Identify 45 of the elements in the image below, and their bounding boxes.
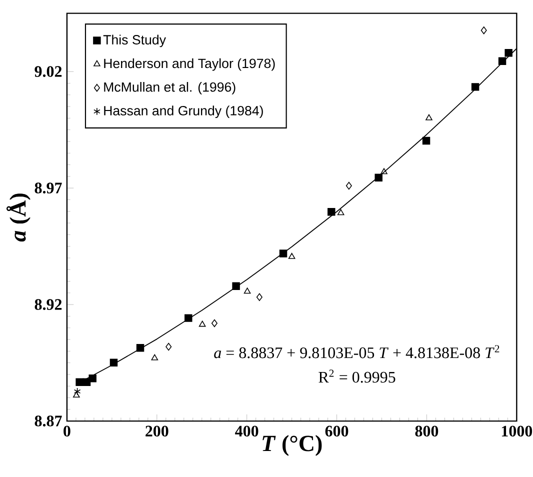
x-axis-title: T (°C) xyxy=(262,435,322,456)
point xyxy=(498,57,506,65)
x-tick-label: 200 xyxy=(146,426,168,437)
point xyxy=(166,342,172,351)
point xyxy=(471,83,480,91)
point xyxy=(288,252,296,259)
point xyxy=(184,314,192,322)
point xyxy=(374,174,382,182)
point xyxy=(73,392,80,398)
point xyxy=(76,378,84,386)
point xyxy=(110,358,118,366)
y-axis-title: a (Å) xyxy=(6,194,30,242)
point xyxy=(504,49,512,57)
point xyxy=(346,182,352,190)
point xyxy=(328,208,336,216)
legend-label: Henderson and Taylor (1978) xyxy=(104,58,275,71)
annotation: a = 8.8837 + 9.8103E-05 T + 4.8138E-08 T$^{2}$ xyxy=(214,345,500,358)
x-tick-label: 1000 xyxy=(502,426,532,437)
legend-label: This Study xyxy=(103,34,166,48)
point xyxy=(337,209,344,216)
point xyxy=(422,136,430,145)
y-tick-label: 9.02 xyxy=(34,66,62,77)
x-tick-label: 600 xyxy=(325,426,348,437)
x-tick-label: 400 xyxy=(235,426,258,437)
point xyxy=(88,374,96,382)
legend-label: McMullan et al. (1996) xyxy=(104,82,236,94)
point xyxy=(74,388,81,396)
y-tick-label: 8.87 xyxy=(34,416,62,426)
point xyxy=(426,114,432,120)
point xyxy=(211,319,218,328)
point xyxy=(198,320,206,327)
x-tick-label: 0 xyxy=(64,426,70,437)
y-tick-label: 8.97 xyxy=(34,182,62,194)
point xyxy=(232,282,240,290)
legend-label: Hassan and Grundy (1984) xyxy=(104,106,263,118)
point xyxy=(244,288,251,294)
y-tick-label: 8.92 xyxy=(34,299,62,310)
point xyxy=(279,250,288,258)
point xyxy=(480,26,487,34)
point xyxy=(256,293,262,301)
point xyxy=(380,168,388,174)
x-tick-label: 800 xyxy=(415,426,438,437)
annotation: R$^{2}$ = 0.9995 xyxy=(318,370,396,383)
point xyxy=(136,344,144,352)
point xyxy=(151,354,158,360)
